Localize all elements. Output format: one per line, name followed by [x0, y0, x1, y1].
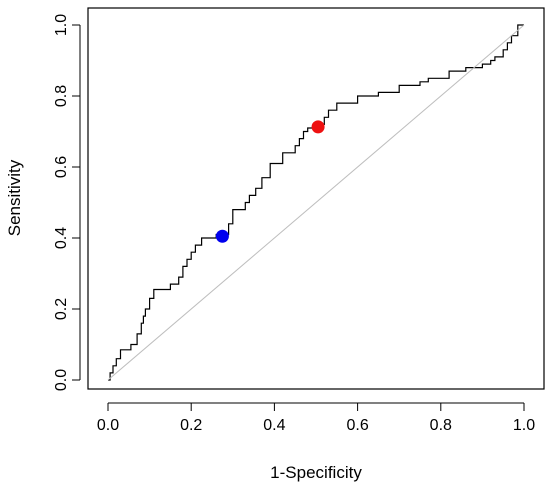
roc-curve — [108, 24, 524, 381]
x-tick-label: 0.2 — [180, 417, 202, 434]
highlight-point-2 — [311, 120, 325, 134]
y-tick-label: 0.0 — [53, 369, 70, 391]
x-tick-label: 1.0 — [513, 417, 535, 434]
y-tick-label: 0.6 — [53, 156, 70, 178]
highlight-point-1 — [215, 229, 229, 243]
plot-frame — [87, 7, 545, 390]
x-axis-label: 1-Specificity — [270, 463, 362, 482]
x-tick-label: 0.6 — [346, 417, 368, 434]
reference-diagonal — [107, 24, 525, 381]
y-tick-label: 0.2 — [53, 298, 70, 320]
y-axis-label: Sensitivity — [5, 159, 24, 236]
x-tick-label: 0.8 — [430, 417, 452, 434]
y-tick-label: 1.0 — [53, 14, 70, 36]
y-tick-label: 0.4 — [53, 227, 70, 249]
x-tick-label: 0.0 — [97, 417, 119, 434]
x-tick-label: 0.4 — [263, 417, 285, 434]
y-tick-label: 0.8 — [53, 85, 70, 107]
